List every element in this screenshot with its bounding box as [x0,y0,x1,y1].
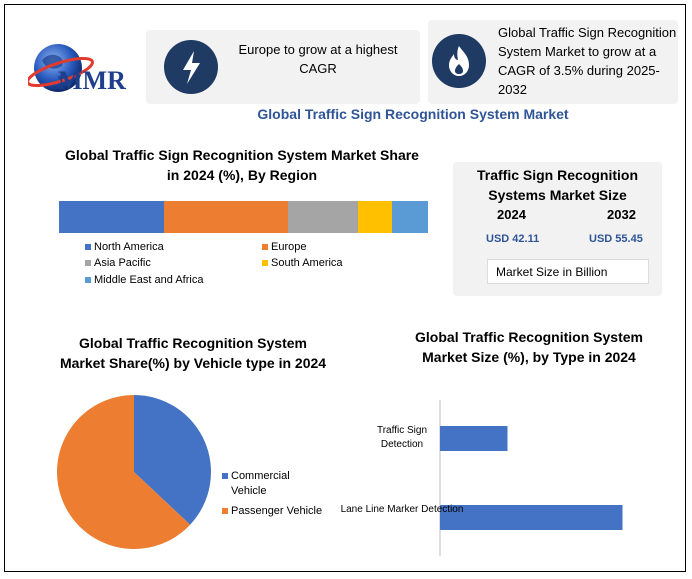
region-legend-item-asia-pacific: Asia Pacific [85,257,151,269]
legend-swatch [222,473,228,479]
type-chart-title: Global Traffic Recognition System Market… [415,329,643,365]
legend-swatch [262,244,268,250]
type-bar-lane-line-marker-detection [440,505,623,530]
highlight-card-cagr-market: Global Traffic Sign Recognition System M… [428,20,678,104]
legend-swatch [85,260,91,266]
legend-label: Commercial Vehicle [231,470,290,497]
region-chart-title: Global Traffic Sign Recognition System M… [65,147,419,183]
legend-swatch [85,244,91,250]
region-bar-segment-south-america [357,201,393,233]
region-bar-segment-middle-east-and-africa [392,201,428,233]
region-legend-item-south-america: South America [262,257,343,269]
region-legend-item-north-america: North America [85,241,164,253]
vehicle-chart-title: Global Traffic Recognition System Market… [59,335,327,371]
flame-icon [432,34,486,88]
legend-label: North America [94,241,164,253]
legend-label: Passenger Vehicle [231,505,323,517]
value-end: USD 55.45 [589,233,643,245]
legend-label: Asia Pacific [94,257,151,269]
year-end: 2032 [607,207,636,222]
infographic-frame [4,4,686,572]
pie-slice-commercial-vehicle [134,395,211,525]
legend-swatch [262,260,268,266]
type-category-label-traffic-sign-detection: Traffic Sign Detection [376,425,428,450]
main-title: Global Traffic Sign Recognition System M… [257,106,569,122]
year-start: 2024 [497,207,526,222]
legend-swatch [85,277,91,283]
market-size-panel: Traffic Sign Recognition Systems Market … [453,162,662,296]
pie-legend-item-passenger-vehicle: Passenger Vehicle [222,504,332,536]
region-legend-item-middle-east-and-africa: Middle East and Africa [85,274,203,286]
legend-swatch [222,508,228,514]
legend-label: Middle East and Africa [94,274,204,286]
market-size-title: Traffic Sign Recognition Systems Market … [476,167,638,203]
vehicle-pie-chart [56,395,211,549]
type-bar-chart [439,400,623,556]
region-legend-item-europe: Europe [262,241,306,253]
pie-slice-passenger-vehicle [56,395,191,549]
highlight-card-cagr-region: Europe to grow at a highest CAGR [146,30,420,104]
legend-label: Europe [271,241,307,253]
region-bar-segment-north-america [59,201,165,233]
type-category-label-lane-line-marker-detection: Lane Line Marker Detection [340,504,464,515]
highlight-text-region: Europe to grow at a highest CAGR [238,42,398,76]
highlight-text-market: Global Traffic Sign Recognition System M… [498,25,677,97]
logo-text: MMR [58,66,126,95]
region-stacked-bar [59,201,428,233]
region-bar-segment-asia-pacific [287,201,358,233]
mmr-logo-globe-icon [28,44,94,92]
pie-legend-item-commercial-vehicle: Commercial Vehicle [222,469,332,501]
lightning-icon [164,40,218,94]
legend-label: South America [271,257,343,269]
market-size-unit: Market Size in Billion [487,259,649,284]
type-bar-traffic-sign-detection [440,426,508,451]
value-start: USD 42.11 [486,233,540,245]
region-bar-segment-europe [164,201,288,233]
